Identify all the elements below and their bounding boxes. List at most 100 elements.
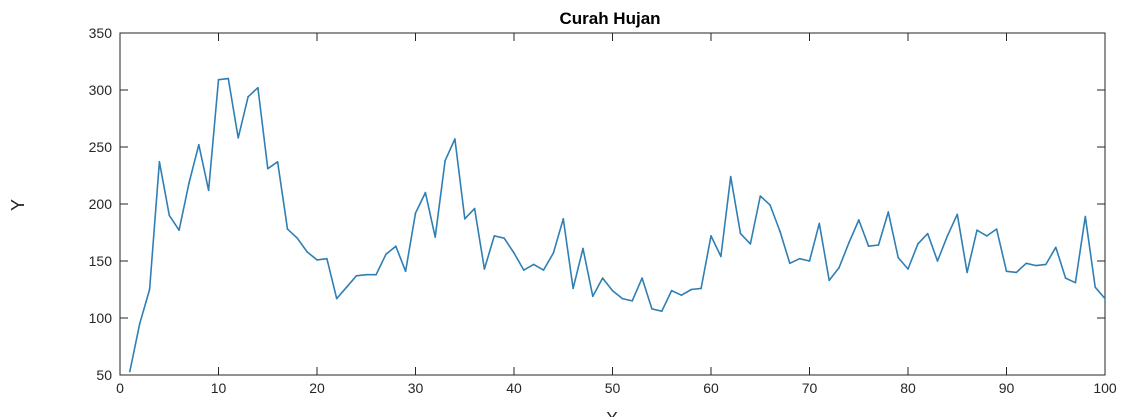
data-point bbox=[503, 237, 505, 239]
data-point bbox=[710, 235, 712, 237]
data-point bbox=[168, 214, 171, 217]
data-point bbox=[434, 236, 437, 238]
data-point bbox=[986, 235, 988, 237]
data-point bbox=[355, 275, 358, 277]
data-point bbox=[779, 230, 781, 233]
y-tick-label: 100 bbox=[89, 310, 113, 326]
data-point bbox=[1035, 264, 1037, 267]
data-point bbox=[188, 182, 190, 185]
data-point bbox=[808, 260, 811, 262]
x-tick-label: 0 bbox=[116, 380, 124, 396]
data-point bbox=[828, 279, 830, 282]
data-point bbox=[345, 286, 348, 289]
x-tick-label: 50 bbox=[605, 380, 621, 396]
data-point bbox=[1064, 277, 1067, 279]
x-axis-label: X bbox=[606, 409, 618, 417]
data-point bbox=[946, 235, 949, 237]
data-point bbox=[316, 259, 318, 261]
data-point bbox=[582, 247, 584, 250]
data-point bbox=[995, 228, 998, 230]
data-point bbox=[887, 211, 890, 213]
plot-axes bbox=[119, 32, 1106, 376]
data-point bbox=[976, 229, 978, 232]
data-point bbox=[897, 256, 899, 259]
data-point bbox=[365, 273, 368, 276]
data-point bbox=[631, 300, 633, 302]
data-point bbox=[592, 295, 594, 298]
data-point bbox=[552, 252, 555, 254]
data-point bbox=[660, 310, 663, 312]
plot-frame bbox=[119, 32, 1106, 376]
data-point bbox=[414, 212, 417, 214]
x-axis-ticks: 0 10 20 30 40 50 60 70 80 90 100 bbox=[116, 33, 1117, 396]
data-point bbox=[424, 191, 427, 194]
data-point bbox=[454, 138, 456, 140]
data-point bbox=[670, 289, 673, 292]
data-point bbox=[375, 273, 377, 276]
data-point bbox=[395, 245, 397, 247]
data-point bbox=[720, 255, 722, 258]
y-tick-label: 300 bbox=[89, 82, 113, 98]
data-point bbox=[739, 232, 742, 235]
data-point bbox=[749, 243, 752, 245]
data-point bbox=[237, 137, 239, 139]
data-point bbox=[601, 277, 604, 279]
data-point bbox=[769, 204, 771, 206]
data-point bbox=[562, 218, 565, 220]
data-point bbox=[917, 243, 919, 245]
data-point bbox=[838, 267, 840, 269]
chart-title: Curah Hujan bbox=[559, 9, 660, 28]
x-tick-label: 100 bbox=[1093, 380, 1117, 396]
y-tick-label: 200 bbox=[89, 196, 113, 212]
data-point bbox=[198, 143, 200, 146]
data-point bbox=[690, 288, 693, 291]
data-point bbox=[385, 253, 387, 255]
data-point bbox=[138, 322, 141, 325]
data-point bbox=[463, 218, 466, 220]
x-tick-label: 30 bbox=[408, 380, 424, 396]
data-point bbox=[848, 241, 850, 244]
data-point bbox=[473, 207, 476, 210]
x-tick-label: 40 bbox=[506, 380, 522, 396]
data-point bbox=[1094, 286, 1096, 289]
data-point bbox=[129, 370, 131, 373]
data-point bbox=[207, 189, 210, 192]
data-point bbox=[1074, 281, 1077, 284]
data-point bbox=[404, 270, 407, 273]
data-point bbox=[542, 269, 545, 271]
data-point bbox=[621, 297, 624, 300]
x-tick-label: 70 bbox=[802, 380, 818, 396]
data-point bbox=[1084, 215, 1087, 218]
data-point bbox=[1054, 246, 1057, 249]
data-point bbox=[1025, 262, 1027, 265]
data-point bbox=[729, 175, 732, 178]
data-point bbox=[1104, 297, 1106, 300]
data-point bbox=[257, 86, 259, 89]
data-point bbox=[306, 251, 308, 253]
data-point bbox=[276, 161, 279, 163]
data-point bbox=[326, 257, 328, 260]
data-point bbox=[956, 213, 959, 216]
data-point bbox=[148, 288, 151, 291]
data-point bbox=[936, 260, 939, 262]
data-point bbox=[867, 245, 870, 247]
x-tick-label: 60 bbox=[703, 380, 719, 396]
data-point bbox=[680, 294, 683, 297]
data-point bbox=[759, 195, 762, 197]
y-tick-label: 350 bbox=[89, 25, 113, 41]
x-tick-label: 20 bbox=[309, 380, 325, 396]
data-point bbox=[286, 228, 289, 230]
y-tick-label: 250 bbox=[89, 139, 113, 155]
data-point bbox=[907, 268, 909, 270]
data-point bbox=[789, 262, 791, 265]
data-point bbox=[532, 263, 535, 266]
data-point bbox=[966, 271, 968, 274]
data-series bbox=[129, 77, 1106, 373]
data-point bbox=[178, 229, 180, 232]
data-point bbox=[335, 297, 338, 300]
data-point bbox=[641, 277, 643, 279]
y-tick-label: 50 bbox=[96, 367, 112, 383]
data-point bbox=[572, 287, 574, 290]
y-tick-label: 150 bbox=[89, 253, 113, 269]
